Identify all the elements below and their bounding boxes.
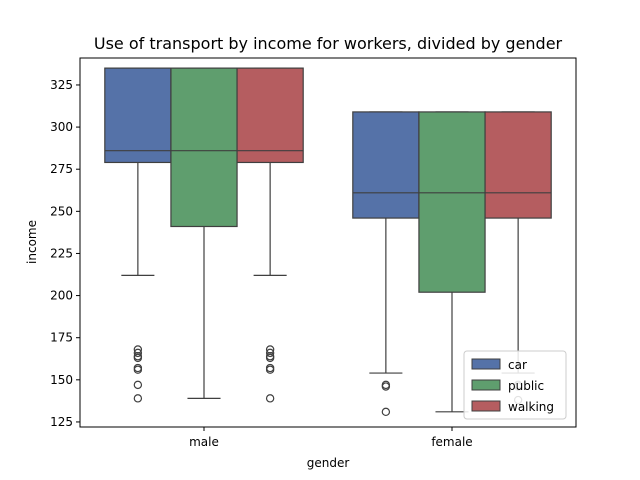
outlier-point	[133, 394, 143, 403]
y-tick-label: 250	[50, 204, 73, 218]
y-tick-label: 175	[50, 331, 73, 345]
box-body	[104, 67, 172, 164]
y-axis-label: income	[25, 220, 39, 264]
legend-label-public: public	[508, 379, 544, 393]
outlier-point	[265, 353, 275, 363]
outlier-point	[133, 353, 143, 363]
box-body	[418, 111, 486, 293]
legend-label-car: car	[508, 358, 527, 372]
y-tick-label: 300	[50, 120, 73, 134]
legend-swatch-public	[471, 379, 501, 391]
legend-swatch-car	[471, 358, 501, 370]
box-public-female	[418, 111, 486, 413]
x-tick-label: male	[189, 435, 219, 449]
x-tick-label: female	[431, 435, 472, 449]
legend: car public walking	[463, 350, 567, 420]
box-walking-male	[236, 67, 304, 403]
outlier-point	[381, 407, 391, 417]
chart-title: Use of transport by income for workers, …	[94, 34, 563, 53]
box-car-male	[104, 67, 172, 403]
box-car-female	[352, 111, 420, 417]
box-body	[236, 67, 304, 164]
legend-swatch-walking	[471, 400, 501, 412]
plot-frame	[79, 57, 577, 428]
outlier-point	[265, 365, 275, 374]
y-tick-label: 325	[50, 78, 73, 92]
y-axis: 125 150 175 200 225 250 275 300 325	[50, 78, 80, 429]
outlier-point	[133, 380, 143, 390]
box-public-male	[170, 67, 238, 399]
y-tick-label: 150	[50, 373, 73, 387]
outlier-point	[133, 365, 143, 374]
x-axis: male female	[189, 427, 473, 449]
plot-area	[104, 67, 552, 417]
box-body	[484, 111, 552, 219]
y-tick-label: 275	[50, 162, 73, 176]
box-body	[170, 67, 238, 228]
outlier-point	[265, 348, 275, 358]
y-tick-label: 125	[50, 415, 73, 429]
y-tick-label: 200	[50, 289, 73, 303]
y-tick-label: 225	[50, 246, 73, 260]
legend-label-walking: walking	[508, 400, 554, 414]
outlier-point	[133, 348, 143, 358]
box-body	[352, 111, 420, 219]
outlier-point	[381, 382, 391, 391]
outlier-point	[265, 394, 275, 403]
x-axis-label: gender	[307, 456, 350, 470]
